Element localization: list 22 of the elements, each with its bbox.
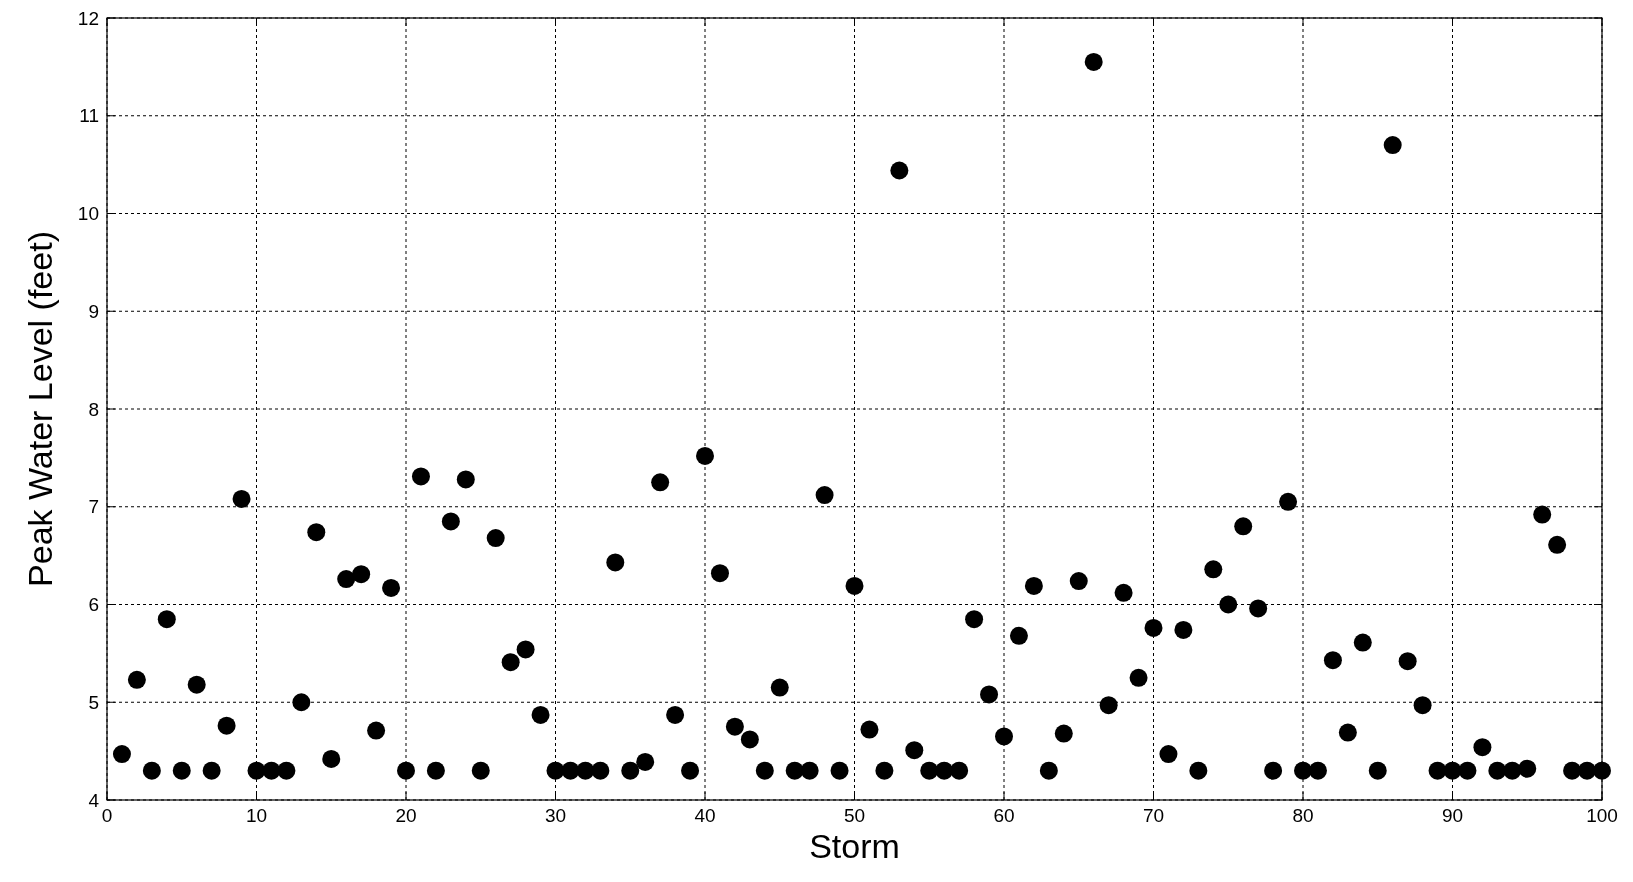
y-tick-label: 9 bbox=[88, 300, 99, 322]
y-tick-label: 8 bbox=[88, 398, 99, 420]
x-tick-label: 0 bbox=[101, 805, 113, 826]
y-axis-title: Peak Water Level (feet) bbox=[21, 231, 59, 587]
x-tick-label: 40 bbox=[694, 805, 716, 826]
y-tick-label: 7 bbox=[88, 496, 99, 518]
x-tick-label: 30 bbox=[544, 805, 567, 826]
x-tick-label: 80 bbox=[1292, 805, 1314, 826]
x-tick-label: 70 bbox=[1142, 805, 1165, 826]
x-tick-label: 10 bbox=[245, 805, 268, 826]
x-tick-label: 20 bbox=[395, 805, 417, 826]
y-tick-label: 12 bbox=[77, 7, 99, 29]
x-tick-label: 60 bbox=[993, 805, 1015, 826]
x-axis-title: Storm bbox=[809, 827, 900, 865]
y-tick-label: 10 bbox=[77, 203, 99, 225]
x-tick-label: 100 bbox=[1586, 805, 1618, 826]
y-tick-label: 5 bbox=[88, 691, 99, 713]
y-tick-label: 11 bbox=[79, 105, 99, 127]
x-tick-label: 90 bbox=[1441, 805, 1464, 826]
y-tick-label: 6 bbox=[88, 594, 99, 616]
y-tick-label: 4 bbox=[88, 789, 100, 811]
x-tick-label: 50 bbox=[843, 805, 866, 826]
